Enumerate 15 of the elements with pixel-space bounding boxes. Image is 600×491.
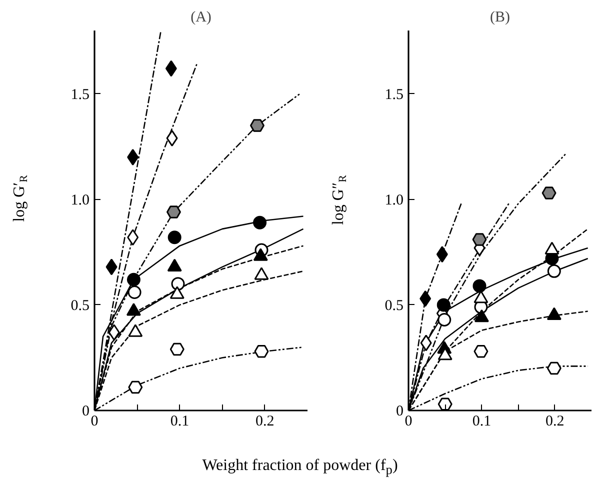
chart-title: (A)	[190, 10, 212, 26]
y-tick-label: 1.5	[70, 86, 90, 103]
y-tick-label: 0	[396, 404, 404, 420]
y-tick-label: 0.5	[384, 298, 404, 314]
x-tick-label: 0.2	[256, 414, 274, 430]
x-tick-label: 0.2	[546, 414, 564, 430]
y-tick-label: 0	[82, 404, 90, 420]
x-axis-title: Weight fraction of powder (f$_{p}$)	[201, 456, 399, 480]
y-tick-label: 1.0	[70, 192, 90, 208]
x-tick-label: 0.1	[472, 414, 492, 430]
x-tick-label: 0.1	[170, 414, 190, 430]
y-tick-label: 1.0	[384, 192, 404, 208]
y-tick-label: 0.5	[70, 298, 90, 314]
chart-title: (B)	[490, 10, 510, 26]
y-tick-label: 1.5	[384, 86, 404, 103]
